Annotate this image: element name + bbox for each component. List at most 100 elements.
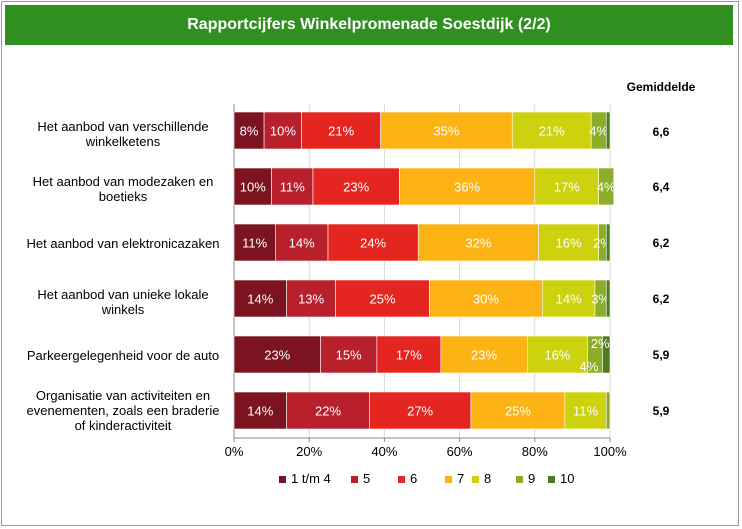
data-label: 25% (370, 292, 396, 307)
bar-segment (233, 223, 276, 262)
data-label: 15% (336, 348, 362, 363)
legend-label: 9 (528, 471, 535, 486)
legend-swatch (279, 476, 286, 483)
data-label: 8% (240, 124, 259, 139)
bar-segment (320, 335, 378, 374)
data-label: 2% (591, 336, 610, 351)
category-label: Organisatie van activiteiten en evenemen… (26, 388, 220, 433)
data-label: 24% (360, 236, 386, 251)
data-label: 32% (465, 236, 491, 251)
legend-label: 8 (484, 471, 491, 486)
bar-segment (369, 391, 472, 430)
data-label: 4% (589, 124, 608, 139)
category-label: Parkeergelegenheid voor de auto (26, 348, 220, 363)
legend-swatch (445, 476, 452, 483)
bar-segment (233, 335, 321, 374)
bar-segment (605, 279, 611, 318)
bar-segment (271, 167, 314, 206)
bar-segment (470, 391, 566, 430)
data-label: 10% (240, 180, 266, 195)
bar-segment (275, 223, 329, 262)
bar-segment (605, 391, 611, 430)
data-label: 16% (544, 348, 570, 363)
data-label: 14% (289, 236, 315, 251)
data-label: 27% (407, 404, 433, 419)
data-label: 17% (554, 180, 580, 195)
chart-title: Rapportcijfers Winkelpromenade Soestdijk… (5, 5, 733, 45)
average-value: 6,2 (652, 236, 670, 250)
bar-segment (233, 167, 272, 206)
bar-segment (380, 111, 513, 150)
legend-swatch (548, 476, 555, 483)
data-label: 17% (396, 348, 422, 363)
data-label: 4% (580, 359, 599, 374)
category-label: Het aanbod van elektronicazaken (26, 236, 220, 251)
bar-segment (598, 167, 615, 206)
category-label: Het aanbod van verschillende winkelketen… (37, 119, 209, 149)
x-tick-label: 80% (522, 444, 548, 459)
bar-segment (327, 223, 419, 262)
data-label: 23% (471, 348, 497, 363)
legend-label: 10 (560, 471, 574, 486)
data-label: 35% (433, 124, 459, 139)
bar-segment (286, 279, 336, 318)
x-tick-label: 100% (593, 444, 627, 459)
data-label: 25% (505, 404, 531, 419)
bar-segment (301, 111, 381, 150)
x-tick-label: 0% (225, 444, 244, 459)
data-label: 4% (597, 180, 616, 195)
bar-segment (534, 167, 600, 206)
bar-segment (399, 167, 536, 206)
legend-swatch (516, 476, 523, 483)
data-label: 16% (556, 236, 582, 251)
bar-segment (605, 111, 611, 150)
data-label: 30% (473, 292, 499, 307)
bar-segment (526, 335, 588, 374)
bar-segment (312, 167, 400, 206)
category-label: Het aanbod van modezaken en boetieks (32, 174, 214, 204)
category-label: Het aanbod van unieke lokale winkels (37, 287, 209, 317)
averages-header: Gemiddelde (626, 80, 696, 94)
bar-segment (440, 335, 528, 374)
data-label: 14% (556, 292, 582, 307)
x-tick-label: 40% (371, 444, 397, 459)
legend-label: 1 t/m 4 (291, 471, 331, 486)
legend-label: 6 (410, 471, 417, 486)
bar-segment (605, 223, 611, 262)
bar-segment (542, 279, 596, 318)
legend-label: 7 (457, 471, 464, 486)
data-label: 23% (264, 348, 290, 363)
average-value: 6,2 (652, 292, 670, 306)
data-label: 3% (591, 292, 610, 307)
data-label: 11% (280, 180, 305, 195)
data-label: 10% (270, 124, 296, 139)
data-label: 11% (573, 404, 598, 419)
average-value: 5,9 (652, 348, 670, 362)
bar-segment (233, 111, 265, 150)
x-tick-label: 20% (296, 444, 322, 459)
data-label: 14% (247, 292, 273, 307)
data-label: 21% (539, 124, 565, 139)
average-value: 6,6 (652, 125, 670, 139)
data-label: 11% (242, 236, 267, 251)
average-value: 6,4 (652, 180, 670, 194)
data-label: 23% (343, 180, 369, 195)
legend-label: 5 (363, 471, 370, 486)
legend-swatch (351, 476, 358, 483)
bar-segment (511, 111, 592, 150)
legend-swatch (398, 476, 405, 483)
bar-segment (602, 335, 611, 374)
data-label: 22% (315, 404, 341, 419)
data-label: 13% (298, 292, 324, 307)
bar-segment (233, 279, 287, 318)
average-value: 5,9 (652, 404, 670, 418)
data-label: 14% (247, 404, 273, 419)
legend-swatch (472, 476, 479, 483)
bar-segment (263, 111, 302, 150)
bar-segment (335, 279, 430, 318)
x-tick-label: 60% (447, 444, 473, 459)
data-label: 36% (454, 180, 480, 195)
bar-segment (417, 223, 539, 262)
bar-segment (429, 279, 543, 318)
